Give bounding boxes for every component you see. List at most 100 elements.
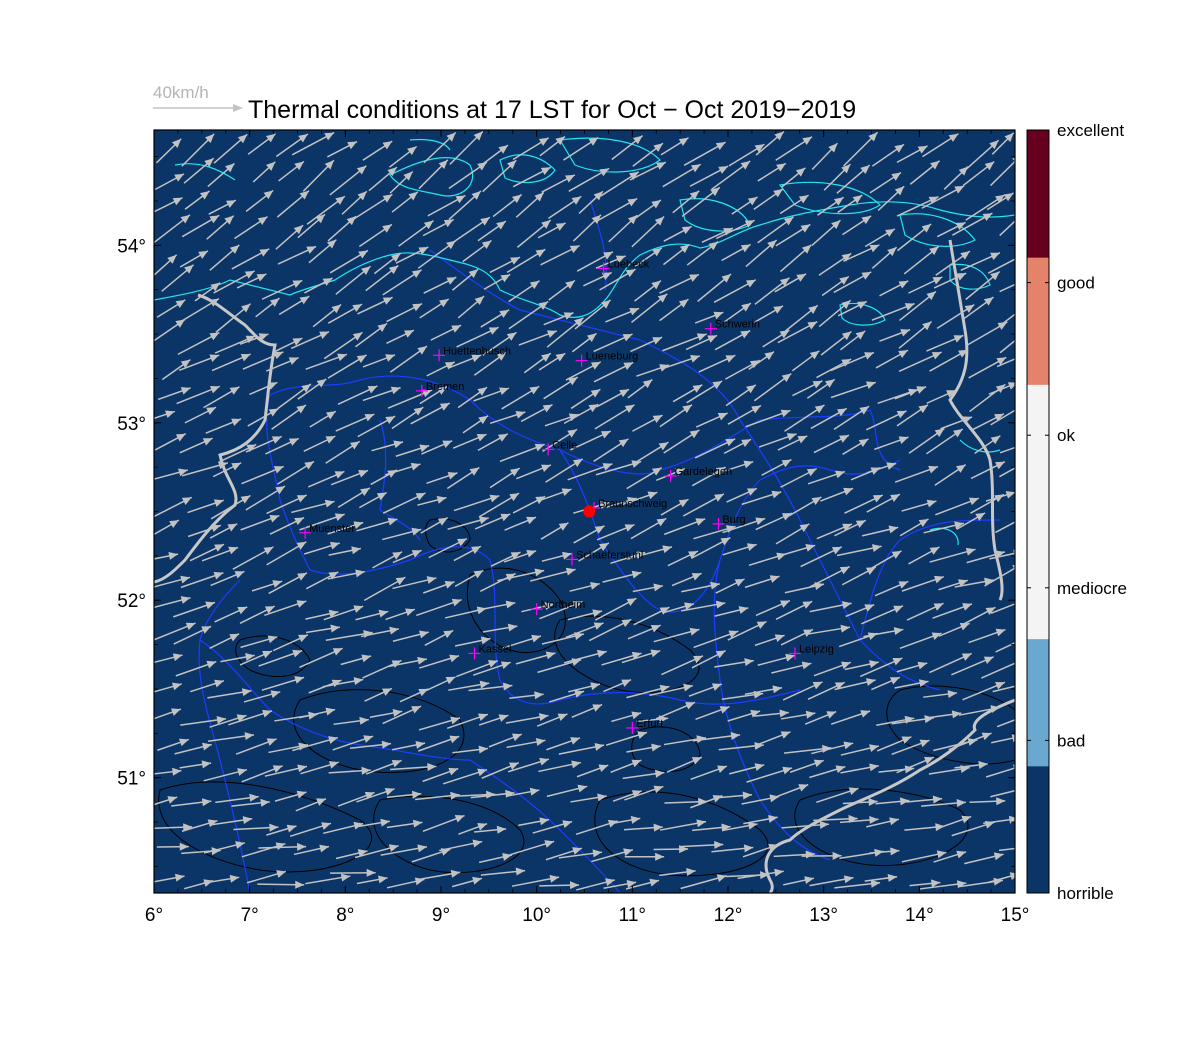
wind-arrow: [753, 305, 784, 324]
wind-arrow: [933, 850, 967, 863]
wind-arrow: [660, 498, 689, 516]
wind-arrow: [731, 196, 758, 215]
wind-arrow: [591, 848, 634, 863]
wind-arrow: [171, 798, 212, 807]
wind-arrow: [211, 353, 251, 372]
wind-arrow: [154, 318, 186, 342]
wind-arrow: [415, 791, 460, 801]
wind-arrow: [594, 597, 637, 621]
wind-arrow: [539, 600, 583, 620]
wind-arrow: [987, 872, 1015, 884]
wind-arrow: [866, 817, 900, 828]
wind-arrow: [184, 406, 217, 424]
wind-arrow: [807, 470, 846, 485]
wind-arrow: [578, 542, 610, 562]
colorbar-label-excellent: excellent: [1057, 121, 1124, 140]
wind-arrow: [755, 130, 785, 156]
wind-arrow: [713, 279, 757, 303]
wind-arrow: [502, 634, 542, 649]
wind-arrow: [558, 742, 605, 755]
wind-arrow: [392, 549, 422, 564]
wind-arrow: [231, 798, 270, 807]
wind-arrow: [601, 651, 642, 666]
wind-arrow: [780, 710, 816, 720]
wind-arrow: [875, 797, 910, 806]
wind-arrow: [611, 711, 642, 723]
wind-arrow: [538, 760, 582, 773]
city-kassel: Kassel: [468, 643, 512, 660]
wind-arrow: [871, 246, 898, 269]
wind-arrow: [369, 709, 403, 718]
wind-arrow: [903, 245, 940, 275]
wind-arrow: [871, 550, 902, 569]
wind-arrow: [417, 496, 447, 506]
wind-arrow: [154, 410, 176, 420]
wind-arrow: [258, 649, 303, 667]
wind-arrow: [891, 739, 930, 756]
city-muenster: Muenster: [299, 523, 355, 539]
wind-arrow: [925, 710, 962, 719]
wind-arrow: [289, 822, 332, 838]
wind-arrow: [866, 493, 901, 513]
wind-arrow: [596, 197, 638, 222]
wind-arrow: [422, 767, 459, 783]
wind-arrow: [515, 651, 556, 665]
wind-arrow: [492, 193, 523, 218]
wind-arrow: [174, 742, 212, 755]
wind-arrow: [240, 635, 278, 649]
wind-arrow: [252, 161, 276, 183]
wind-arrow: [922, 133, 959, 158]
wind-arrow: [482, 159, 517, 193]
wind-arrow: [869, 171, 902, 194]
wind-arrow: [206, 215, 235, 240]
wind-arrow: [213, 133, 248, 164]
wind-arrow: [842, 438, 869, 455]
wind-arrow: [817, 196, 845, 216]
wind-arrow: [934, 463, 967, 486]
city-schaeferstuhl: Schaeferstuhl: [566, 549, 643, 566]
colorbar-segment: [1027, 511, 1049, 640]
wind-arrow: [775, 600, 813, 621]
wind-arrow: [264, 764, 308, 777]
wind-arrow: [546, 317, 584, 348]
wind-arrow: [681, 581, 720, 593]
wind-arrow: [387, 389, 433, 409]
wind-arrow: [207, 732, 255, 742]
wind-arrow: [576, 251, 614, 272]
wind-arrow: [991, 132, 1015, 155]
wind-arrow: [901, 850, 947, 863]
wind-arrow: [568, 167, 610, 192]
wind-arrow: [362, 386, 401, 402]
wind-arrow: [269, 516, 305, 535]
wind-arrow: [624, 785, 664, 801]
wind-arrow: [722, 543, 757, 556]
wind-arrow: [291, 131, 335, 156]
wind-arrow: [627, 378, 653, 399]
wind-arrow: [800, 546, 843, 568]
wind-arrow: [964, 139, 1000, 171]
wind-arrow: [962, 296, 994, 320]
wind-arrow: [203, 841, 246, 854]
wind-arrow: [328, 766, 371, 775]
wind-arrow: [649, 683, 694, 697]
wind-arrow: [681, 186, 721, 218]
wind-arrow: [468, 682, 513, 692]
wind-arrow: [418, 735, 460, 752]
wind-arrow: [596, 388, 630, 408]
wind-arrow: [478, 492, 520, 518]
wind-arrow: [834, 879, 881, 889]
wind-arrow: [271, 404, 307, 430]
wind-arrow: [725, 384, 757, 407]
wind-arrow: [523, 352, 552, 374]
wind-arrow: [233, 823, 279, 832]
city-label: Erfurt: [636, 718, 663, 730]
wind-arrow: [690, 765, 728, 781]
wind-arrow: [741, 490, 782, 506]
wind-arrow: [201, 546, 239, 562]
wind-arrow: [962, 160, 995, 187]
wind-arrow: [257, 880, 305, 889]
wind-arrow: [209, 633, 240, 650]
wind-arrow: [625, 878, 660, 890]
wind-arrow: [335, 849, 368, 860]
wind-arrow: [239, 333, 269, 345]
